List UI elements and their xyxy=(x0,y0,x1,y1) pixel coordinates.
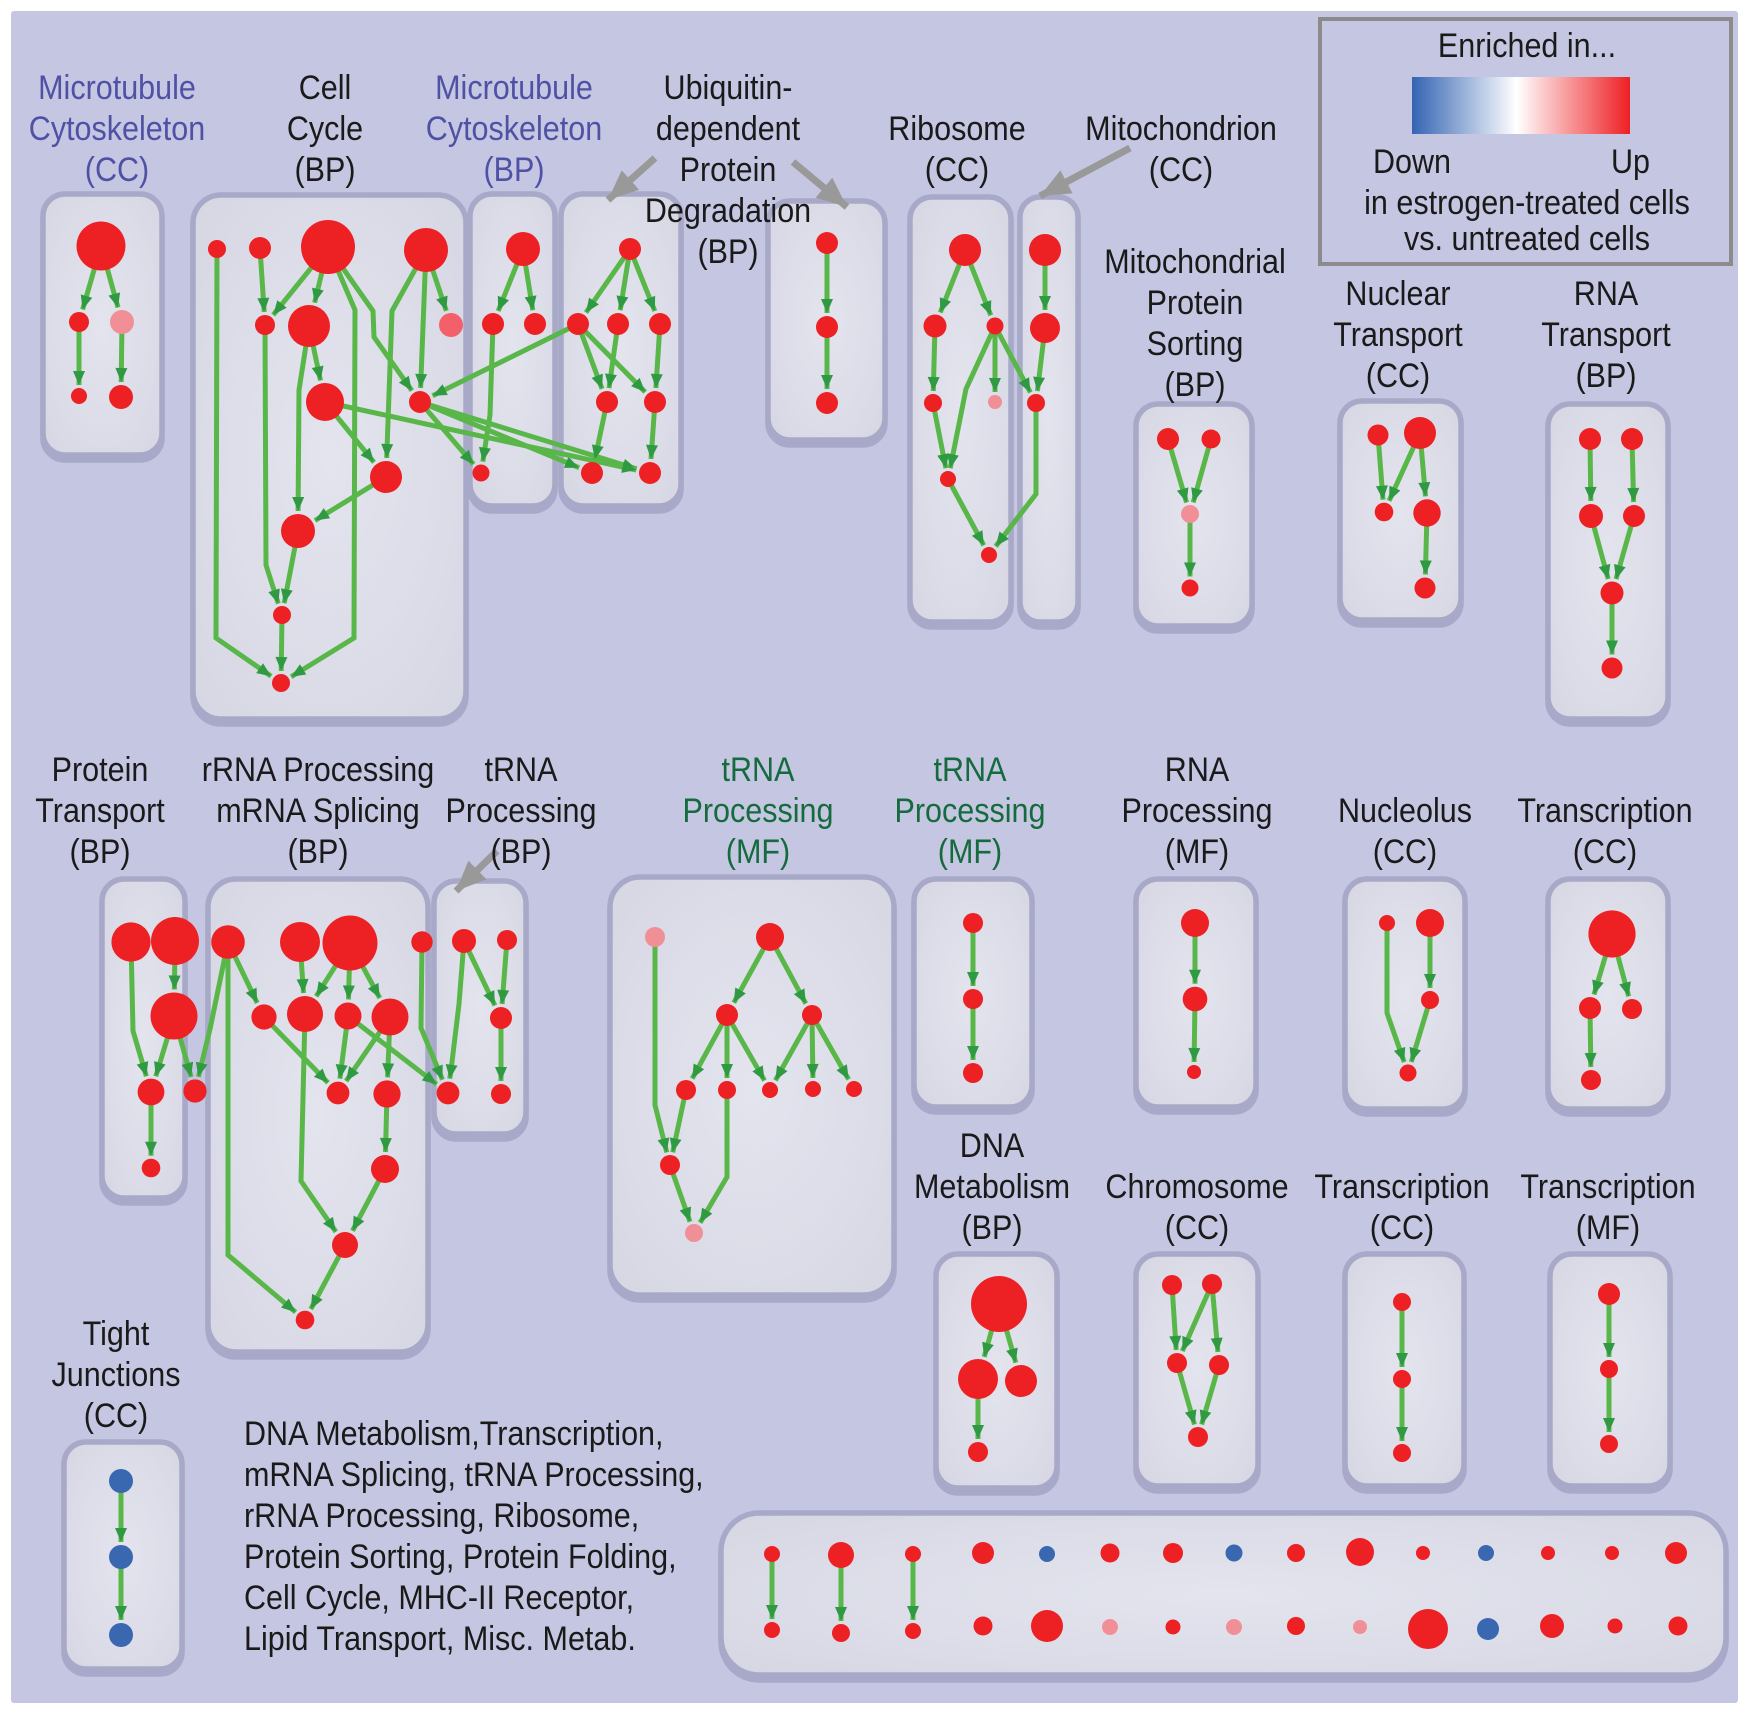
svg-text:(BP): (BP) xyxy=(490,832,551,870)
svg-text:Down: Down xyxy=(1373,142,1451,180)
svg-text:(BP): (BP) xyxy=(1164,365,1225,403)
svg-text:Transcription: Transcription xyxy=(1517,791,1692,829)
svg-text:Up: Up xyxy=(1611,142,1650,180)
svg-text:(CC): (CC) xyxy=(1149,150,1213,188)
svg-text:Enriched in...: Enriched in... xyxy=(1438,26,1616,64)
svg-text:(BP): (BP) xyxy=(294,150,355,188)
svg-text:(BP): (BP) xyxy=(961,1208,1022,1246)
svg-text:(BP): (BP) xyxy=(1575,356,1636,394)
svg-text:Processing: Processing xyxy=(895,791,1046,829)
svg-text:(CC): (CC) xyxy=(84,1396,148,1434)
svg-text:Tight: Tight xyxy=(83,1314,150,1352)
svg-text:Protein Sorting, Protein Foldi: Protein Sorting, Protein Folding, xyxy=(244,1537,677,1575)
svg-text:Transport: Transport xyxy=(35,791,164,829)
svg-text:(CC): (CC) xyxy=(1370,1208,1434,1246)
svg-text:Ribosome: Ribosome xyxy=(888,109,1025,147)
svg-text:Lipid Transport, Misc. Metab.: Lipid Transport, Misc. Metab. xyxy=(244,1619,636,1657)
svg-text:(BP): (BP) xyxy=(287,832,348,870)
svg-text:Processing: Processing xyxy=(683,791,834,829)
svg-text:Cell Cycle, MHC-II Receptor,: Cell Cycle, MHC-II Receptor, xyxy=(244,1578,634,1616)
svg-text:in estrogen-treated cells: in estrogen-treated cells xyxy=(1364,183,1690,221)
svg-text:tRNA: tRNA xyxy=(485,750,558,788)
svg-text:dependent: dependent xyxy=(656,109,800,147)
svg-text:(CC): (CC) xyxy=(1373,832,1437,870)
svg-text:Transcription: Transcription xyxy=(1314,1167,1489,1205)
svg-text:Microtubule: Microtubule xyxy=(38,68,196,106)
svg-text:tRNA: tRNA xyxy=(934,750,1007,788)
svg-text:Nucleolus: Nucleolus xyxy=(1338,791,1472,829)
svg-text:(BP): (BP) xyxy=(69,832,130,870)
svg-text:(CC): (CC) xyxy=(1366,356,1430,394)
svg-text:(MF): (MF) xyxy=(938,832,1002,870)
svg-text:Transport: Transport xyxy=(1333,315,1462,353)
svg-text:Junctions: Junctions xyxy=(52,1355,181,1393)
svg-text:Nuclear: Nuclear xyxy=(1345,274,1450,312)
svg-text:rRNA Processing: rRNA Processing xyxy=(202,750,434,788)
svg-text:mRNA Splicing, tRNA Processing: mRNA Splicing, tRNA Processing, xyxy=(244,1455,704,1493)
svg-text:(MF): (MF) xyxy=(1165,832,1229,870)
svg-text:Mitochondrial: Mitochondrial xyxy=(1104,242,1286,280)
svg-text:(CC): (CC) xyxy=(85,150,149,188)
svg-text:Cytoskeleton: Cytoskeleton xyxy=(29,109,205,147)
svg-text:(CC): (CC) xyxy=(1165,1208,1229,1246)
svg-text:Mitochondrion: Mitochondrion xyxy=(1085,109,1277,147)
svg-text:DNA Metabolism,Transcription,: DNA Metabolism,Transcription, xyxy=(244,1414,663,1452)
svg-text:vs. untreated cells: vs. untreated cells xyxy=(1404,219,1650,257)
svg-text:rRNA Processing, Ribosome,: rRNA Processing, Ribosome, xyxy=(244,1496,639,1534)
svg-text:Transcription: Transcription xyxy=(1520,1167,1695,1205)
svg-text:DNA: DNA xyxy=(960,1126,1025,1164)
svg-text:Processing: Processing xyxy=(1122,791,1273,829)
svg-text:(BP): (BP) xyxy=(697,232,758,270)
svg-text:Metabolism: Metabolism xyxy=(914,1167,1070,1205)
svg-text:Protein: Protein xyxy=(52,750,149,788)
svg-text:Cell: Cell xyxy=(299,68,352,106)
svg-text:(CC): (CC) xyxy=(1573,832,1637,870)
svg-text:Degradation: Degradation xyxy=(645,191,811,229)
svg-text:Cytoskeleton: Cytoskeleton xyxy=(426,109,602,147)
svg-text:Processing: Processing xyxy=(446,791,597,829)
svg-text:(CC): (CC) xyxy=(925,150,989,188)
svg-text:(MF): (MF) xyxy=(726,832,790,870)
svg-text:mRNA Splicing: mRNA Splicing xyxy=(216,791,420,829)
svg-text:Ubiquitin-: Ubiquitin- xyxy=(664,68,793,106)
svg-text:Protein: Protein xyxy=(1147,283,1244,321)
svg-text:RNA: RNA xyxy=(1574,274,1639,312)
svg-text:Protein: Protein xyxy=(680,150,777,188)
svg-text:Cycle: Cycle xyxy=(287,109,363,147)
svg-text:Microtubule: Microtubule xyxy=(435,68,593,106)
svg-text:Transport: Transport xyxy=(1541,315,1670,353)
svg-text:Chromosome: Chromosome xyxy=(1105,1167,1288,1205)
svg-text:tRNA: tRNA xyxy=(722,750,795,788)
svg-text:(BP): (BP) xyxy=(483,150,544,188)
svg-text:RNA: RNA xyxy=(1165,750,1230,788)
svg-text:Sorting: Sorting xyxy=(1147,324,1244,362)
svg-text:(MF): (MF) xyxy=(1576,1208,1640,1246)
